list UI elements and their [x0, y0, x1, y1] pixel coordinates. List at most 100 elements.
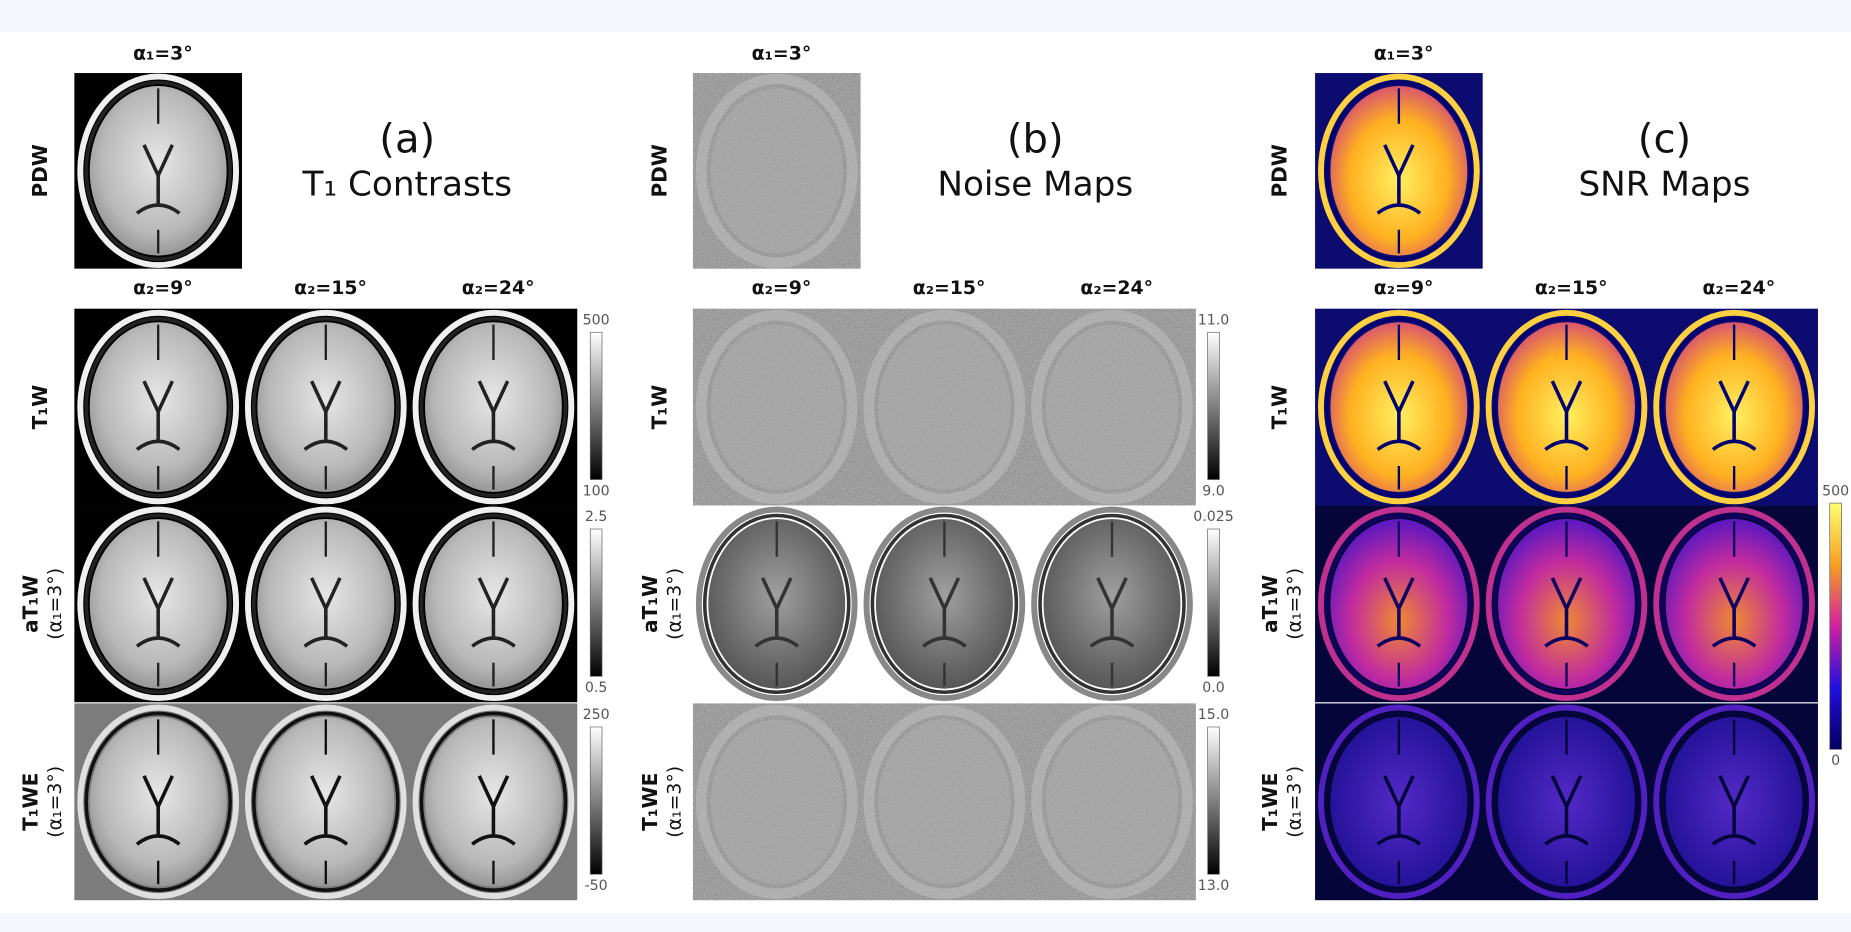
brain-slice: [1318, 73, 1480, 269]
top-label: α₁=3°: [752, 43, 812, 65]
brain-noise: [1045, 324, 1179, 490]
brain-slice: [1653, 704, 1815, 900]
brain-slice: [863, 704, 1026, 900]
csf: [419, 711, 568, 892]
brain-slice: [412, 309, 575, 505]
skull: [695, 506, 858, 702]
skull: [1318, 506, 1480, 702]
colorbar-min: 0.0: [1202, 680, 1225, 696]
csf: [1660, 711, 1808, 892]
brain-slice: [412, 506, 575, 702]
brain-slice: [695, 704, 858, 900]
panel-letter: (c): [1638, 116, 1691, 162]
skull-ring: [863, 309, 1026, 505]
column-label: α₂=15°: [294, 277, 367, 299]
ventricles: [135, 380, 181, 451]
brain-slice: [244, 506, 407, 702]
skull: [1653, 309, 1815, 505]
row-label: aT₁W: [18, 575, 42, 633]
bottom-band: [0, 913, 1851, 932]
column-label: α₂=24°: [1702, 277, 1775, 299]
brain-noise: [1045, 719, 1179, 885]
column-label: α₂=9°: [1374, 277, 1434, 299]
brain-slice: [244, 704, 407, 900]
colorbar: [589, 331, 603, 480]
ventricles: [1544, 380, 1589, 451]
ventricles: [471, 380, 516, 451]
csf: [1325, 513, 1473, 694]
ventricles: [1711, 775, 1757, 846]
ventricles: [471, 775, 516, 846]
colorbar: [589, 528, 603, 677]
row-label: T₁WE: [638, 773, 662, 831]
skull: [1485, 506, 1648, 702]
ventricles: [1089, 577, 1135, 648]
colorbar: [1207, 528, 1220, 677]
brain: [257, 322, 395, 492]
brain: [1665, 519, 1803, 689]
colorbar-max: 15.0: [1198, 707, 1230, 723]
column-label: α₂=24°: [462, 277, 535, 299]
brain: [89, 86, 227, 256]
brain: [1498, 716, 1635, 887]
row-sublabel: (α₁=3°): [44, 766, 66, 838]
brain-slice: [695, 73, 858, 269]
noise-texture: [692, 703, 1196, 901]
csf: [1492, 316, 1641, 498]
colorbar-max: 2.5: [585, 509, 608, 525]
row-label: T₁WE: [1258, 773, 1282, 831]
brain-noise: [710, 88, 843, 254]
brain-slice: [244, 309, 407, 505]
row-label: aT₁W: [638, 575, 662, 633]
column-label: α₂=15°: [1535, 277, 1608, 299]
panel-title: SNR Maps: [1578, 165, 1750, 205]
brain-slice: [77, 309, 240, 505]
noise-texture: [692, 308, 1196, 506]
row-label: T₁W: [28, 385, 52, 430]
csf: [1325, 80, 1473, 261]
csf: [1492, 513, 1641, 694]
ventricles: [1544, 577, 1589, 648]
ventricles: [303, 775, 349, 846]
colorbar: [1207, 331, 1220, 480]
brain-slice: [695, 506, 858, 702]
brain: [257, 716, 395, 887]
skull: [863, 506, 1026, 702]
brain: [1498, 519, 1635, 689]
csf: [1038, 513, 1186, 694]
brain-slice: [77, 704, 240, 900]
csf: [252, 513, 400, 694]
brain: [1330, 322, 1468, 492]
brain-slice: [863, 309, 1026, 505]
csf: [870, 513, 1019, 694]
brain-slice: [1318, 309, 1480, 505]
skull: [1318, 73, 1480, 269]
skull: [1653, 704, 1815, 900]
brain-slice: [1485, 704, 1648, 900]
ventricles: [135, 577, 181, 648]
csf: [702, 513, 851, 694]
brain: [708, 519, 846, 689]
panel-title: T₁ Contrasts: [301, 165, 512, 205]
ventricles: [303, 577, 349, 648]
ventricles: [135, 144, 181, 215]
csf: [1325, 316, 1473, 498]
skull: [1318, 309, 1480, 505]
csf: [84, 513, 232, 694]
brain: [89, 716, 227, 887]
row-sublabel: (α₁=3°): [664, 766, 686, 838]
top-label: α₁=3°: [133, 43, 193, 65]
skull-ring: [863, 704, 1026, 900]
csf: [1660, 316, 1808, 498]
ventricles: [1544, 775, 1589, 846]
csf: [252, 316, 400, 498]
colorbar: [1829, 502, 1842, 750]
ventricles: [303, 380, 349, 451]
skull: [244, 309, 407, 505]
skull: [244, 506, 407, 702]
skull-ring: [695, 309, 858, 505]
skull-ring: [1031, 309, 1193, 505]
csf: [84, 80, 232, 261]
